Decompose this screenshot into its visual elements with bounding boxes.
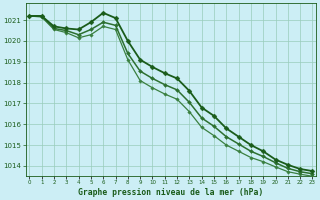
X-axis label: Graphe pression niveau de la mer (hPa): Graphe pression niveau de la mer (hPa) <box>78 188 264 197</box>
